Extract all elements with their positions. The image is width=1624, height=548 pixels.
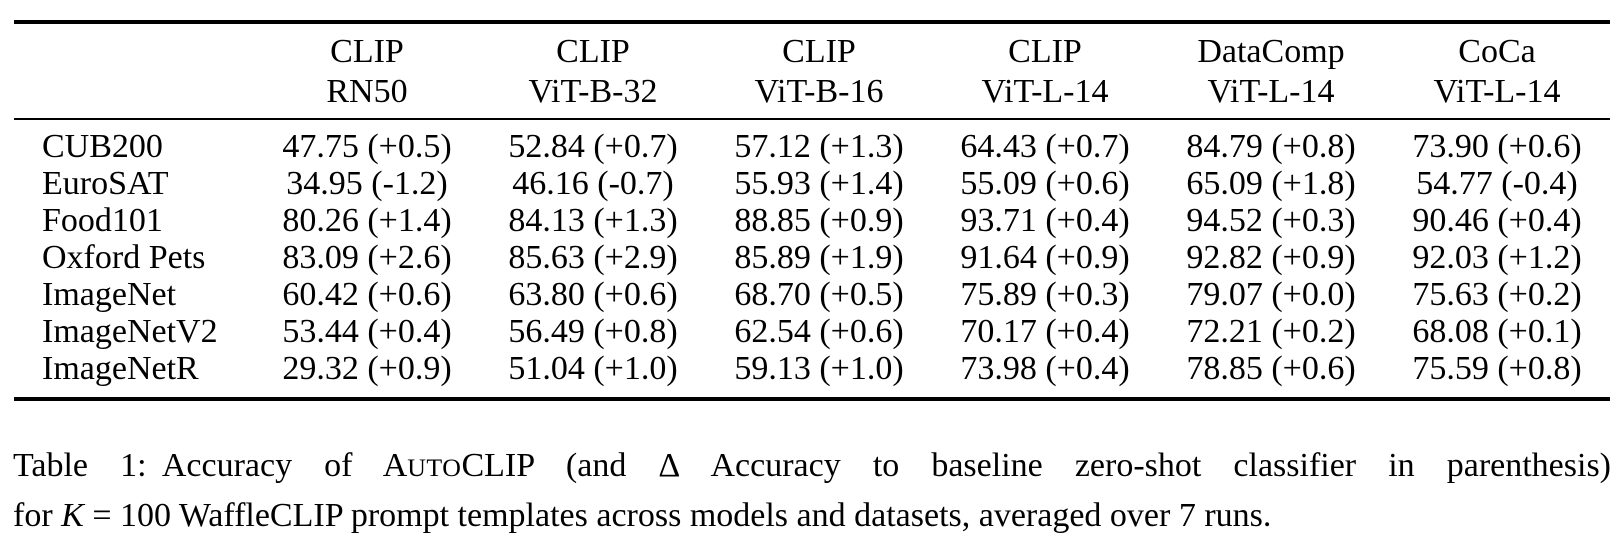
value-cell: 54.77 (-0.4): [1416, 165, 1578, 202]
value-cell: 46.16 (-0.7): [512, 165, 674, 202]
value-cell: 92.82 (+0.9): [1186, 239, 1356, 276]
model-arch: ViT-L-14: [1207, 73, 1335, 110]
dataset-label: CUB200: [42, 128, 163, 165]
header-cell-clip-vitl14: CLIP ViT-L-14: [932, 22, 1158, 120]
header-cell-coca-vitl14: CoCa ViT-L-14: [1384, 22, 1610, 120]
table-row-oxford-pets: Oxford Pets 83.09 (+2.6) 85.63 (+2.9) 85…: [14, 239, 1610, 276]
value-cell: 51.04 (+1.0): [508, 350, 678, 387]
value-cell: 72.21 (+0.2): [1186, 313, 1356, 350]
caption-smallcaps-text: UTO: [407, 453, 462, 482]
caption-label: Table 1:: [13, 447, 147, 484]
model-arch: RN50: [326, 73, 408, 110]
header-cell-clip-vitb32: CLIP ViT-B-32: [480, 22, 706, 120]
caption-text: for: [13, 497, 62, 534]
value-cell: 75.89 (+0.3): [960, 276, 1130, 313]
table-row-imagenet: ImageNet 60.42 (+0.6) 63.80 (+0.6) 68.70…: [14, 276, 1610, 313]
caption-text: Accuracy of A: [161, 447, 408, 484]
value-cell: 52.84 (+0.7): [508, 128, 678, 165]
table-row-imagenetv2: ImageNetV2 53.44 (+0.4) 56.49 (+0.8) 62.…: [14, 313, 1610, 350]
value-cell: 53.44 (+0.4): [282, 313, 452, 350]
model-family: DataComp: [1197, 33, 1345, 70]
caption-line-1: Table 1: Accuracy of AUTOCLIP (and Δ Accu…: [13, 442, 1611, 492]
model-arch: ViT-B-16: [754, 73, 884, 110]
table-row-food101: Food101 80.26 (+1.4) 84.13 (+1.3) 88.85 …: [14, 202, 1610, 239]
value-cell: 60.42 (+0.6): [282, 276, 452, 313]
value-cell: 85.89 (+1.9): [734, 239, 904, 276]
header-corner-cell: [14, 22, 254, 120]
model-family: CLIP: [556, 33, 630, 70]
value-cell: 84.13 (+1.3): [508, 202, 678, 239]
value-cell: 80.26 (+1.4): [282, 202, 452, 239]
model-arch: ViT-L-14: [981, 73, 1109, 110]
value-cell: 79.07 (+0.0): [1186, 276, 1356, 313]
value-cell: 91.64 (+0.9): [960, 239, 1130, 276]
header-row: CLIP RN50 CLIP ViT-B-32 CLIP ViT-B-16 CL…: [14, 22, 1610, 120]
value-cell: 83.09 (+2.6): [282, 239, 452, 276]
value-cell: 70.17 (+0.4): [960, 313, 1130, 350]
value-cell: 78.85 (+0.6): [1186, 350, 1356, 387]
value-cell: 56.49 (+0.8): [508, 313, 678, 350]
dataset-label: EuroSAT: [42, 165, 169, 202]
table-row-eurosat: EuroSAT 34.95 (-1.2) 46.16 (-0.7) 55.93 …: [14, 165, 1610, 202]
model-arch: ViT-B-32: [528, 73, 658, 110]
header-cell-datacomp-vitl14: DataComp ViT-L-14: [1158, 22, 1384, 120]
value-cell: 92.03 (+1.2): [1412, 239, 1582, 276]
value-cell: 65.09 (+1.8): [1186, 165, 1356, 202]
table-caption: Table 1: Accuracy of AUTOCLIP (and Δ Accu…: [13, 442, 1611, 540]
value-cell: 29.32 (+0.9): [282, 350, 452, 387]
value-cell: 55.93 (+1.4): [734, 165, 904, 202]
header-cell-clip-vitb16: CLIP ViT-B-16: [706, 22, 932, 120]
dataset-label: ImageNet: [42, 276, 177, 313]
value-cell: 57.12 (+1.3): [734, 128, 904, 165]
value-cell: 93.71 (+0.4): [960, 202, 1130, 239]
table-body: CUB200 47.75 (+0.5) 52.84 (+0.7) 57.12 (…: [14, 119, 1610, 399]
results-table-container: CLIP RN50 CLIP ViT-B-32 CLIP ViT-B-16 CL…: [14, 20, 1610, 401]
model-arch: ViT-L-14: [1433, 73, 1561, 110]
model-family: CLIP: [1008, 33, 1082, 70]
value-cell: 68.08 (+0.1): [1412, 313, 1582, 350]
value-cell: 73.90 (+0.6): [1412, 128, 1582, 165]
value-cell: 55.09 (+0.6): [960, 165, 1130, 202]
caption-math-k: K: [61, 497, 84, 534]
dataset-label: ImageNetV2: [42, 313, 218, 350]
caption-line-2: for K = 100 WaffleCLIP prompt templates …: [13, 492, 1611, 540]
table-header: CLIP RN50 CLIP ViT-B-32 CLIP ViT-B-16 CL…: [14, 22, 1610, 120]
results-table: CLIP RN50 CLIP ViT-B-32 CLIP ViT-B-16 CL…: [14, 20, 1610, 401]
value-cell: 84.79 (+0.8): [1186, 128, 1356, 165]
value-cell: 75.63 (+0.2): [1412, 276, 1582, 313]
value-cell: 90.46 (+0.4): [1412, 202, 1582, 239]
header-cell-clip-rn50: CLIP RN50: [254, 22, 480, 120]
caption-text: = 100 WaffleCLIP prompt templates across…: [83, 497, 1272, 534]
caption-text: CLIP (and Δ Accuracy to baseline zero-sh…: [461, 447, 1612, 484]
value-cell: 94.52 (+0.3): [1186, 202, 1356, 239]
value-cell: 64.43 (+0.7): [960, 128, 1130, 165]
table-row-imagenetr: ImageNetR 29.32 (+0.9) 51.04 (+1.0) 59.1…: [14, 350, 1610, 399]
value-cell: 73.98 (+0.4): [960, 350, 1130, 387]
dataset-label: Oxford Pets: [42, 239, 206, 276]
value-cell: 59.13 (+1.0): [734, 350, 904, 387]
model-family: CoCa: [1458, 33, 1536, 70]
model-family: CLIP: [782, 33, 856, 70]
table-row-cub200: CUB200 47.75 (+0.5) 52.84 (+0.7) 57.12 (…: [14, 119, 1610, 165]
model-family: CLIP: [330, 33, 404, 70]
dataset-label: ImageNetR: [42, 350, 199, 387]
dataset-label: Food101: [42, 202, 163, 239]
value-cell: 34.95 (-1.2): [286, 165, 448, 202]
value-cell: 68.70 (+0.5): [734, 276, 904, 313]
value-cell: 85.63 (+2.9): [508, 239, 678, 276]
value-cell: 62.54 (+0.6): [734, 313, 904, 350]
value-cell: 47.75 (+0.5): [282, 128, 452, 165]
value-cell: 63.80 (+0.6): [508, 276, 678, 313]
value-cell: 75.59 (+0.8): [1412, 350, 1582, 387]
value-cell: 88.85 (+0.9): [734, 202, 904, 239]
